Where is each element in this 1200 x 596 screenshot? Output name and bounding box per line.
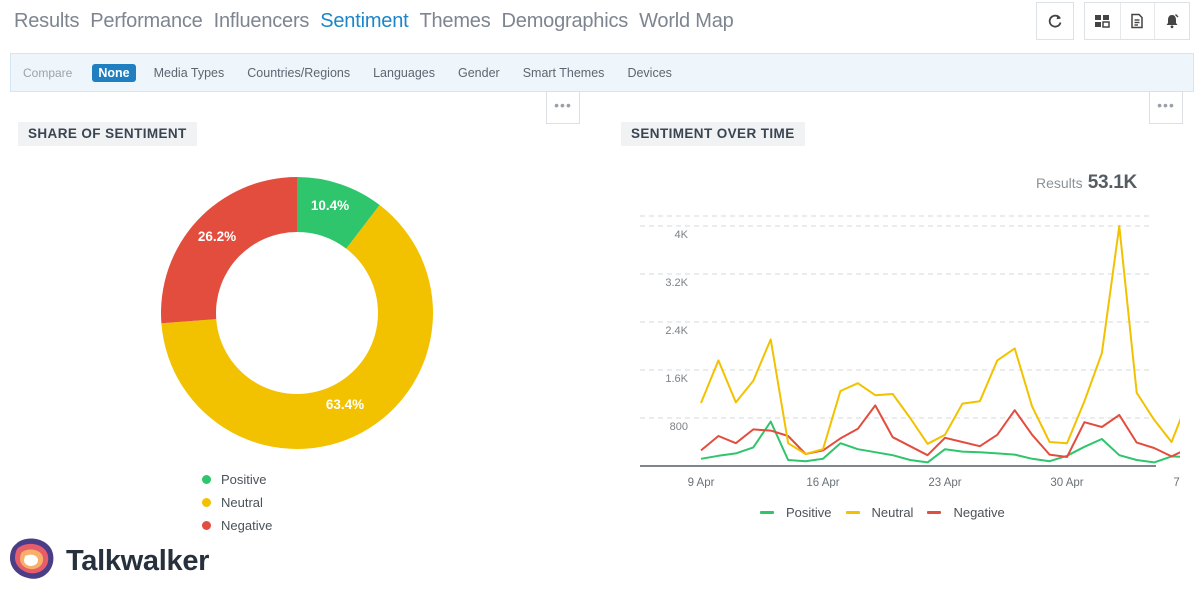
y-tick-label: 1.6K <box>665 373 688 385</box>
sentiment-over-time-chart: 800 1.6K 2.4K 3.2K 4K 9 Apr 16 Apr 23 Apr 30 Apr… <box>640 215 1180 488</box>
time-panel-more-button[interactable]: ••• <box>1149 91 1183 124</box>
legend-item-positive[interactable]: Positive <box>202 468 272 491</box>
y-tick-label: 3.2K <box>665 277 688 289</box>
legend-label: Neutral <box>221 495 263 510</box>
results-label: Results <box>1036 175 1083 191</box>
negative-line-icon <box>927 511 942 514</box>
legend-item-negative[interactable]: Negative <box>927 505 1005 520</box>
x-tick-label: 23 Apr <box>928 477 961 488</box>
legend-item-neutral[interactable]: Neutral <box>202 491 272 514</box>
x-tick-label: 9 Apr <box>688 477 715 488</box>
more-icon: ••• <box>1157 96 1175 113</box>
refresh-icon <box>1048 14 1062 28</box>
top-nav: Results Performance Influencers Sentimen… <box>14 6 734 36</box>
series-line-neutral[interactable] <box>700 225 1180 455</box>
neutral-dot-icon <box>202 498 211 507</box>
x-tick-label: 16 Apr <box>806 477 839 488</box>
brand-logo: Talkwalker <box>6 536 209 586</box>
compare-option-none[interactable]: None <box>92 63 136 82</box>
results-value: 53.1K <box>1087 172 1138 193</box>
tab-themes[interactable]: Themes <box>419 9 491 32</box>
x-tick-label: 7 May <box>1173 477 1180 488</box>
compare-option-gender[interactable]: Gender <box>457 65 500 80</box>
compare-option-countries-regions[interactable]: Countries/Regions <box>247 65 351 80</box>
tab-sentiment[interactable]: Sentiment <box>320 9 409 32</box>
legend-label: Positive <box>221 472 267 487</box>
compare-bar: Compare None Media Types Countries/Regio… <box>10 53 1194 92</box>
refresh-button[interactable] <box>1036 2 1074 40</box>
tab-influencers[interactable]: Influencers <box>213 9 310 32</box>
dashboard-icon <box>1095 15 1111 28</box>
legend-label: Negative <box>221 518 273 533</box>
compare-option-smart-themes[interactable]: Smart Themes <box>522 65 605 80</box>
series-line-positive[interactable] <box>700 420 1180 464</box>
report-icon <box>1131 13 1144 29</box>
donut-slice-neutral[interactable] <box>161 205 433 449</box>
neutral-line-icon <box>845 511 860 514</box>
share-of-sentiment-donut: 10.4% 63.4% 26.2% <box>161 177 433 449</box>
y-tick-label: 2.4K <box>665 325 688 337</box>
refresh-tool <box>1036 2 1074 40</box>
dashboard-button[interactable] <box>1085 3 1120 39</box>
brand-name: Talkwalker <box>66 544 210 577</box>
alert-icon <box>1166 14 1179 29</box>
tool-group <box>1084 2 1190 40</box>
sentiment-over-time-title: SENTIMENT OVER TIME <box>621 122 805 146</box>
results-count: Results 53.1K <box>1036 172 1137 194</box>
tab-world-map[interactable]: World Map <box>639 9 734 32</box>
x-tick-label: 30 Apr <box>1050 477 1083 488</box>
more-icon: ••• <box>554 96 572 113</box>
tab-results[interactable]: Results <box>14 9 80 32</box>
tab-performance[interactable]: Performance <box>90 9 203 32</box>
donut-slice-negative[interactable] <box>161 177 297 324</box>
positive-line-icon <box>760 511 774 514</box>
series-line-negative[interactable] <box>700 404 1180 458</box>
donut-legend: Positive Neutral Negative <box>202 468 272 537</box>
legend-item-neutral[interactable]: Neutral <box>845 505 914 520</box>
compare-option-media-types[interactable]: Media Types <box>153 65 225 80</box>
share-of-sentiment-title: SHARE OF SENTIMENT <box>18 122 197 146</box>
y-tick-label: 4K <box>675 229 689 241</box>
compare-option-languages[interactable]: Languages <box>373 65 435 80</box>
donut-slice-label: 63.4% <box>326 397 364 412</box>
donut-slice-label: 10.4% <box>311 198 349 213</box>
compare-option-devices[interactable]: Devices <box>627 65 672 80</box>
compare-label: Compare <box>23 65 73 80</box>
talkwalker-logo-icon <box>10 538 54 579</box>
legend-label: Negative <box>953 505 1005 520</box>
legend-item-negative[interactable]: Negative <box>202 514 272 537</box>
legend-label: Positive <box>786 505 832 520</box>
y-tick-label: 800 <box>670 421 688 433</box>
donut-slice-positive[interactable] <box>297 177 380 249</box>
report-button[interactable] <box>1119 3 1155 39</box>
share-panel-more-button[interactable]: ••• <box>546 91 580 124</box>
negative-dot-icon <box>202 521 211 530</box>
alert-button[interactable] <box>1154 3 1189 39</box>
positive-dot-icon <box>202 475 211 484</box>
donut-slice-label: 26.2% <box>198 229 236 244</box>
legend-item-positive[interactable]: Positive <box>760 505 832 520</box>
tab-demographics[interactable]: Demographics <box>501 9 629 32</box>
legend-label: Neutral <box>871 505 914 520</box>
line-legend: Positive Neutral Negative <box>760 505 1019 520</box>
